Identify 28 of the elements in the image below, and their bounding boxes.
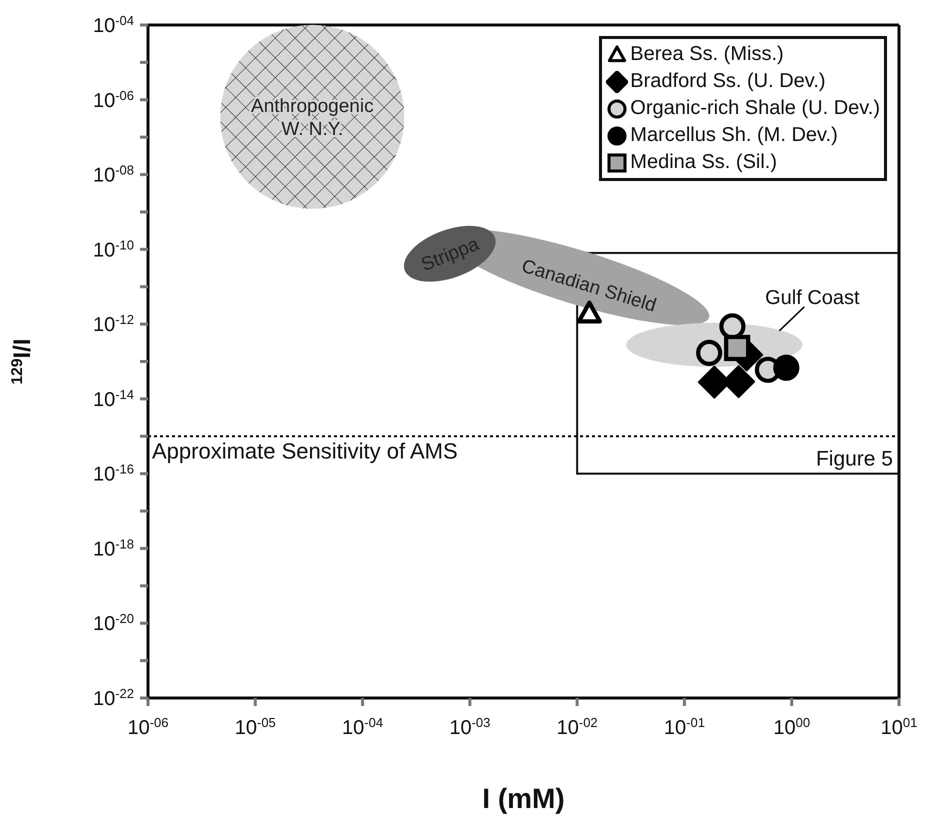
x-tick-label: 10$^{-01}$: [664, 714, 705, 739]
legend-label: Berea Ss. (Miss.): [630, 43, 784, 66]
legend-label: Organic-rich Shale (U. Dev.): [630, 97, 880, 120]
x-tick-label: 10$^{-04}$: [342, 714, 384, 739]
annotation: Figure 5: [816, 448, 893, 471]
x-tick-label: 10$^{01}$: [880, 714, 918, 739]
y-tick-label: 10$^{-14}$: [92, 386, 134, 411]
y-tick-label: 10$^{-08}$: [92, 162, 134, 187]
x-tick-label: 10$^{-03}$: [449, 714, 490, 739]
x-tick-label: 10$^{-06}$: [127, 714, 169, 739]
legend-label: Bradford Ss. (U. Dev.): [630, 70, 826, 93]
x-tick-label: 10$^{00}$: [773, 714, 810, 739]
y-tick-label: 10$^{-10}$: [92, 236, 134, 262]
x-tick-label: 10$^{-02}$: [556, 714, 598, 739]
x-axis-title: I (mM): [482, 783, 565, 814]
x-tick-label: 10$^{-05}$: [234, 714, 276, 739]
y-tick-label: 10$^{-12}$: [92, 312, 134, 336]
shaded-region-ellipse: Strippa: [404, 226, 496, 282]
y-tick-label: 10$^{-06}$: [92, 87, 134, 112]
y-tick-label: 10$^{-16}$: [92, 461, 134, 486]
annotation: Gulf Coast: [765, 286, 860, 309]
y-tick-label: 10$^{-22}$: [92, 686, 134, 710]
y-tick-label: 10$^{-04}$: [92, 12, 134, 37]
y-tick-label: 10$^{-18}$: [92, 536, 134, 560]
y-tick-label: 10$^{-20}$: [92, 610, 134, 636]
legend-label: Medina Ss. (Sil.): [630, 151, 778, 174]
legend-label: Marcellus Sh. (M. Dev.): [630, 124, 838, 147]
ref-line-label: Approximate Sensitivity of AMS: [152, 438, 458, 464]
